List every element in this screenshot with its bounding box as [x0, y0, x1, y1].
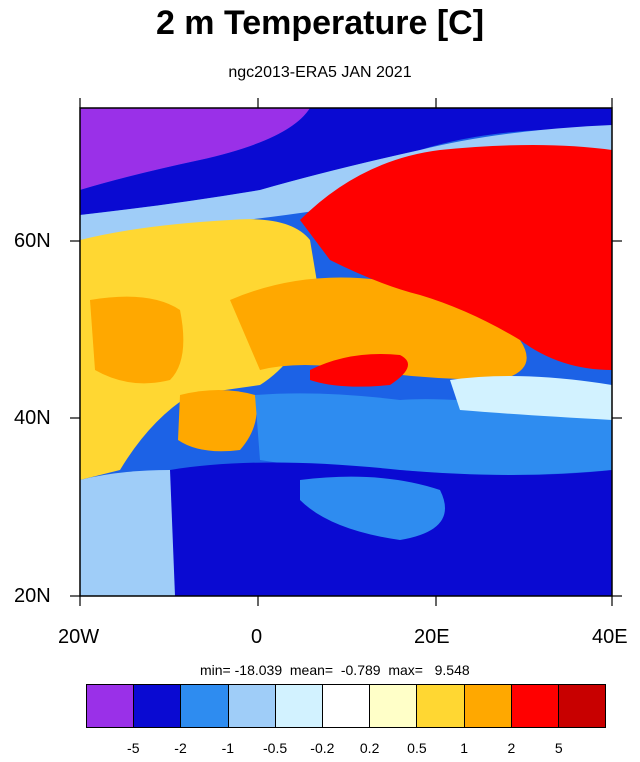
colorbar-segment	[511, 685, 559, 727]
colorbar-segment	[181, 685, 229, 727]
axis-ticks	[70, 98, 622, 606]
sahara-blue-patch	[300, 476, 445, 540]
colorbar-label: 2	[507, 740, 516, 756]
stats-line: min= -18.039 mean= -0.789 max= 9.548	[200, 662, 470, 678]
scandinavia-russia-red	[300, 145, 612, 370]
atlantic-warm-region	[80, 219, 320, 480]
plot-subtitle: ngc2013-ERA5 JAN 2021	[228, 64, 412, 81]
colorbar-segment	[417, 685, 465, 727]
lon-label-20w: 20W	[58, 626, 100, 648]
lat-label-40n: 40N	[14, 407, 51, 429]
atlantic-orange-patch	[90, 296, 184, 384]
colorbar-segment	[87, 685, 135, 727]
arctic-cold-region	[80, 108, 310, 190]
plot-title: 2 m Temperature [C]	[155, 4, 485, 42]
colorbar	[86, 684, 606, 728]
colorbar-label: 0.2	[359, 740, 380, 756]
colorbar-label: 1	[460, 740, 469, 756]
lon-label-40e: 40E	[592, 626, 628, 648]
colorbar-segment	[228, 685, 276, 727]
lon-label-0: 0	[251, 626, 263, 648]
colorbar-segment	[134, 685, 182, 727]
colorbar-label: 5	[554, 740, 563, 756]
lon-label-20e: 20E	[414, 626, 450, 648]
colorbar-segment	[322, 685, 371, 727]
iberia-orange	[178, 390, 257, 452]
map-frame	[79, 107, 613, 597]
colorbar-label: -1	[221, 740, 235, 756]
colorbar-label: 0.5	[407, 740, 427, 756]
west-africa-light	[80, 470, 175, 596]
alps-red	[310, 354, 408, 387]
turkey-white	[450, 376, 612, 420]
colorbar-label: -0.5	[263, 740, 288, 756]
colorbar-label: -0.2	[310, 740, 335, 756]
colorbar-label: -5	[127, 740, 140, 756]
temperature-map	[70, 98, 622, 606]
colorbar-segment	[464, 685, 512, 727]
colorbar-segment	[275, 685, 323, 727]
colorbar-label: -2	[174, 740, 187, 756]
arctic-dark-blue	[80, 108, 612, 215]
colorbar-segment	[370, 685, 418, 727]
lat-label-60n: 60N	[14, 230, 51, 252]
lat-label-20n: 20N	[14, 585, 51, 607]
colorbar-segment	[558, 685, 606, 727]
